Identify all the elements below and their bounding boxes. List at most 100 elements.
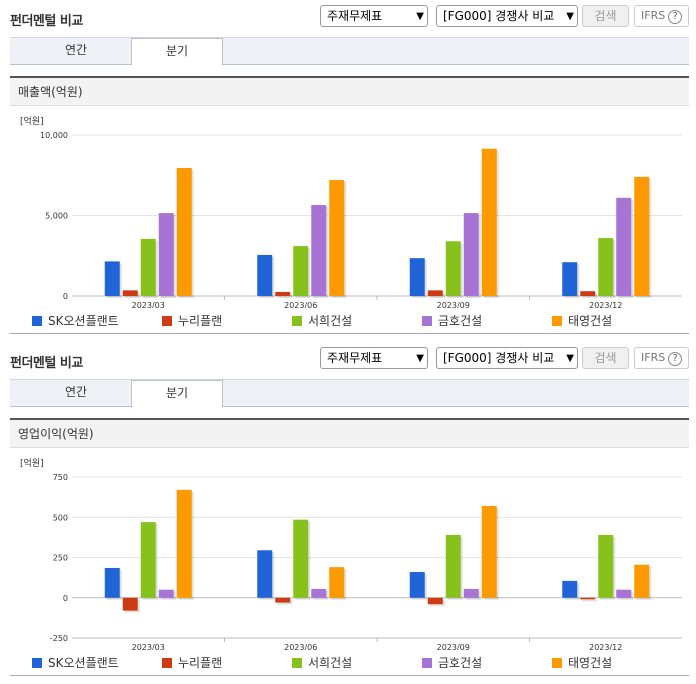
x-tick-label: 2023/09 xyxy=(437,643,470,650)
y-tick-label: -250 xyxy=(50,634,68,643)
legend-item[interactable]: 금호건설 xyxy=(422,654,482,671)
tab-annual[interactable]: 연간 xyxy=(64,385,88,399)
ifrs-help-button[interactable]: IFRS? xyxy=(634,5,689,27)
help-icon: ? xyxy=(668,10,683,24)
chevron-down-icon: ▼ xyxy=(566,353,574,364)
search-button[interactable]: 검색 xyxy=(582,5,629,27)
x-tick-label: 2023/06 xyxy=(284,643,317,650)
legend-swatch xyxy=(162,316,172,326)
chevron-down-icon: ▼ xyxy=(416,353,424,364)
bar xyxy=(257,550,273,598)
bar xyxy=(140,522,156,598)
peer-select-value: [FG000] 경쟁사 비교 xyxy=(443,9,555,23)
bar xyxy=(104,567,120,598)
period-tabs: 연간 분기 xyxy=(10,37,689,66)
bar xyxy=(598,534,614,598)
legend-swatch xyxy=(32,316,42,326)
legend-item[interactable]: 누리플랜 xyxy=(162,654,222,671)
x-tick-label: 2023/03 xyxy=(132,643,165,650)
operating-profit-chart-panel: 영업이익(억원) [억원] -250 0 250 500 750 2023/03 2023/… xyxy=(10,418,689,676)
y-tick-label: 0 xyxy=(63,594,68,603)
bar xyxy=(122,290,138,296)
bar xyxy=(329,180,345,296)
search-button[interactable]: 검색 xyxy=(582,347,629,369)
operating-profit-chart: [억원] -250 0 250 500 750 2023/03 2023/06 2023/09… xyxy=(20,457,682,650)
bar xyxy=(427,290,443,296)
x-tick-label: 2023/03 xyxy=(132,301,165,308)
bar xyxy=(481,505,497,598)
x-tick-label: 2023/12 xyxy=(589,643,622,650)
legend-swatch xyxy=(292,658,302,668)
chart-title: 영업이익(억원) xyxy=(10,420,689,448)
legend-item[interactable]: SK오션플랜트 xyxy=(32,312,119,329)
tab-quarterly[interactable]: 분기 xyxy=(131,38,223,66)
tab-annual[interactable]: 연간 xyxy=(64,43,88,57)
x-tick-label: 2023/06 xyxy=(284,301,317,308)
bar xyxy=(122,597,138,611)
help-icon: ? xyxy=(668,352,683,366)
peer-select-value: [FG000] 경쟁사 비교 xyxy=(443,351,555,365)
chart-title: 매출액(억원) xyxy=(10,78,689,106)
section-title: 펀더멘털 비교 xyxy=(10,356,83,371)
legend-swatch xyxy=(552,316,562,326)
bar xyxy=(463,588,479,598)
bar xyxy=(598,238,614,296)
bar xyxy=(634,564,650,598)
revenue-chart-panel: 매출액(억원) [억원] 0 5,000 10,000 2023/03 2023/06 2… xyxy=(10,76,689,334)
bar xyxy=(616,589,632,598)
bar xyxy=(562,262,578,296)
y-tick-label: 0 xyxy=(63,292,68,301)
revenue-chart: [억원] 0 5,000 10,000 2023/03 2023/06 2023/09 20… xyxy=(20,115,682,308)
unit-label: [억원] xyxy=(20,457,44,469)
bar xyxy=(616,197,632,296)
legend-item[interactable]: 서희건설 xyxy=(292,654,352,671)
bar xyxy=(311,588,327,598)
bar xyxy=(257,254,273,296)
y-tick-label: 750 xyxy=(53,473,68,482)
bar xyxy=(481,148,497,296)
bar xyxy=(293,519,309,598)
legend-item[interactable]: 누리플랜 xyxy=(162,312,222,329)
legend-swatch xyxy=(422,658,432,668)
legend-swatch xyxy=(162,658,172,668)
bar xyxy=(427,597,443,605)
bar xyxy=(311,205,327,296)
bar xyxy=(275,291,291,296)
legend-item[interactable]: 서희건설 xyxy=(292,312,352,329)
bar xyxy=(158,589,174,598)
section-2-header: 펀더멘털 비교 주재무제표 ▼ [FG000] 경쟁사 비교 ▼ 검색 IFRS… xyxy=(0,342,696,372)
bar xyxy=(104,261,120,296)
statement-select[interactable]: 주재무제표 ▼ xyxy=(320,5,428,27)
x-tick-label: 2023/12 xyxy=(589,301,622,308)
bar xyxy=(140,238,156,296)
peer-select[interactable]: [FG000] 경쟁사 비교 ▼ xyxy=(436,347,578,369)
statement-select-value: 주재무제표 xyxy=(327,9,383,23)
legend-item[interactable]: SK오션플랜트 xyxy=(32,654,119,671)
bar xyxy=(409,258,425,296)
legend-swatch xyxy=(422,316,432,326)
bar-shadow xyxy=(582,599,598,602)
bar xyxy=(562,580,578,598)
y-tick-label: 5,000 xyxy=(45,212,68,221)
bar xyxy=(275,597,291,603)
ifrs-help-button[interactable]: IFRS? xyxy=(634,347,689,369)
unit-label: [억원] xyxy=(20,115,44,127)
legend-swatch xyxy=(32,658,42,668)
bar xyxy=(463,213,479,296)
peer-select[interactable]: [FG000] 경쟁사 비교 ▼ xyxy=(436,5,578,27)
statement-select[interactable]: 주재무제표 ▼ xyxy=(320,347,428,369)
legend-swatch xyxy=(292,316,302,326)
legend-item[interactable]: 금호건설 xyxy=(422,312,482,329)
bar xyxy=(329,567,345,598)
bar xyxy=(409,571,425,598)
tab-quarterly[interactable]: 분기 xyxy=(131,380,223,408)
x-tick-label: 2023/09 xyxy=(437,301,470,308)
statement-select-value: 주재무제표 xyxy=(327,351,383,365)
bar xyxy=(445,241,461,296)
y-tick-label: 10,000 xyxy=(40,131,68,140)
legend-item[interactable]: 태영건설 xyxy=(552,654,612,671)
ifrs-label: IFRS xyxy=(641,351,666,364)
legend-item[interactable]: 태영건설 xyxy=(552,312,612,329)
bar xyxy=(176,168,192,296)
bar xyxy=(445,534,461,598)
